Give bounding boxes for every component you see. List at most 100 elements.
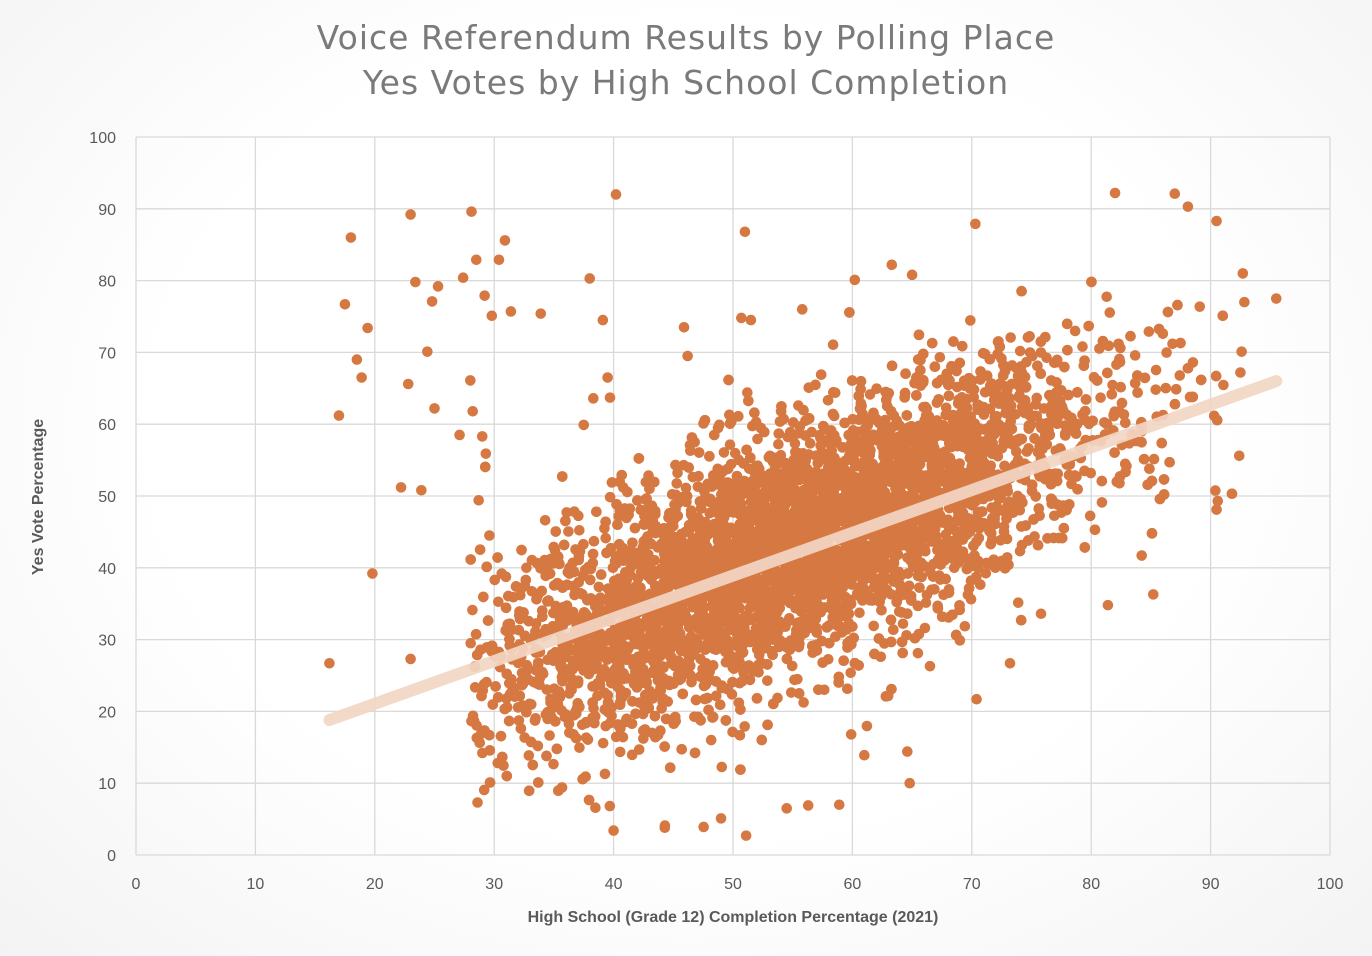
- scatter-point: [1069, 325, 1081, 337]
- scatter-point: [1101, 291, 1113, 303]
- scatter-point: [1148, 453, 1160, 465]
- scatter-point: [705, 734, 717, 746]
- scatter-point: [563, 526, 574, 537]
- scatter-point: [582, 734, 594, 745]
- scatter-point: [478, 784, 490, 796]
- scatter-point: [861, 720, 873, 732]
- scatter-point: [1218, 379, 1229, 391]
- scatter-point: [845, 667, 857, 679]
- chart-title: Voice Referendum Results by Polling Plac…: [316, 18, 1056, 57]
- scatter-point: [1226, 488, 1238, 500]
- scatter-point: [839, 417, 850, 429]
- scatter-point: [827, 408, 839, 420]
- scatter-point: [813, 684, 824, 695]
- scatter-point: [958, 375, 970, 387]
- scatter-point: [600, 532, 612, 544]
- scatter-point: [573, 551, 585, 562]
- scatter-point: [481, 561, 493, 573]
- scatter-point: [1120, 417, 1131, 429]
- scatter-point: [523, 750, 535, 761]
- scatter-point: [1211, 414, 1223, 426]
- scatter-point: [617, 731, 629, 743]
- scatter-point: [1051, 377, 1062, 388]
- scatter-point: [1095, 392, 1106, 403]
- scatter-point: [680, 482, 692, 494]
- scatter-point: [699, 644, 711, 655]
- scatter-point: [756, 734, 768, 746]
- scatter-point: [916, 571, 927, 583]
- data-points: [324, 187, 1282, 841]
- scatter-point: [521, 659, 533, 671]
- scatter-point: [784, 615, 795, 626]
- scatter-point: [724, 439, 736, 451]
- scatter-point: [934, 351, 946, 363]
- scatter-point: [1132, 387, 1143, 398]
- scatter-point: [1210, 370, 1222, 382]
- scatter-point: [959, 620, 971, 632]
- scatter-point: [912, 647, 924, 659]
- scatter-point: [467, 604, 478, 616]
- scatter-point: [633, 744, 645, 755]
- scatter-point: [827, 339, 839, 351]
- scatter-point: [492, 552, 503, 563]
- scatter-point: [548, 758, 559, 770]
- scatter-point: [1129, 350, 1141, 361]
- scatter-point: [975, 374, 986, 385]
- scatter-point: [468, 715, 480, 727]
- scatter-point: [553, 688, 564, 699]
- scatter-point: [804, 438, 816, 449]
- scatter-point: [493, 596, 504, 608]
- scatter-point: [1136, 550, 1147, 561]
- scatter-point: [743, 395, 754, 407]
- scatter-point: [465, 637, 476, 649]
- scatter-point: [1026, 485, 1038, 497]
- scatter-point: [834, 620, 845, 632]
- scatter-point: [722, 463, 734, 475]
- scatter-point: [544, 730, 555, 741]
- scatter-point: [1048, 510, 1060, 522]
- scatter-point: [953, 394, 965, 405]
- scatter-point: [948, 562, 960, 574]
- scatter-point: [1156, 437, 1168, 449]
- scatter-point: [606, 477, 618, 488]
- scatter-point: [1014, 545, 1026, 557]
- scatter-point: [1194, 301, 1206, 312]
- scatter-point: [1069, 470, 1081, 481]
- scatter-point: [515, 589, 526, 601]
- chart-subtitle: Yes Votes by High School Completion: [362, 63, 1010, 102]
- scatter-point: [550, 526, 562, 537]
- scatter-point: [954, 357, 966, 369]
- scatter-point: [548, 541, 560, 553]
- scatter-point: [683, 462, 695, 473]
- scatter-point: [1012, 597, 1024, 608]
- scatter-point: [798, 404, 809, 416]
- scatter-point: [1077, 341, 1088, 352]
- scatter-point: [854, 607, 865, 619]
- scatter-point: [539, 515, 551, 526]
- scatter-point: [479, 461, 491, 473]
- scatter-point: [897, 618, 909, 630]
- scatter-point: [965, 315, 976, 326]
- scatter-point: [1014, 381, 1026, 393]
- scatter-point: [811, 627, 823, 638]
- scatter-point: [698, 821, 709, 833]
- scatter-point: [718, 447, 730, 458]
- scatter-point: [574, 524, 585, 536]
- scatter-point: [1084, 510, 1096, 522]
- scatter-point: [569, 506, 580, 518]
- scatter-point: [590, 802, 601, 813]
- scatter-point: [798, 697, 809, 708]
- scatter-point: [597, 737, 609, 749]
- scatter-point: [1107, 379, 1118, 391]
- scatter-point: [1150, 384, 1162, 395]
- scatter-point: [886, 360, 898, 372]
- scatter-point: [739, 721, 751, 732]
- scatter-point: [815, 440, 827, 451]
- scatter-point: [762, 675, 773, 686]
- scatter-point: [521, 562, 532, 574]
- scatter-point: [593, 581, 605, 593]
- scatter-point: [1150, 364, 1162, 376]
- scatter-point: [785, 687, 797, 698]
- scatter-point: [920, 597, 932, 609]
